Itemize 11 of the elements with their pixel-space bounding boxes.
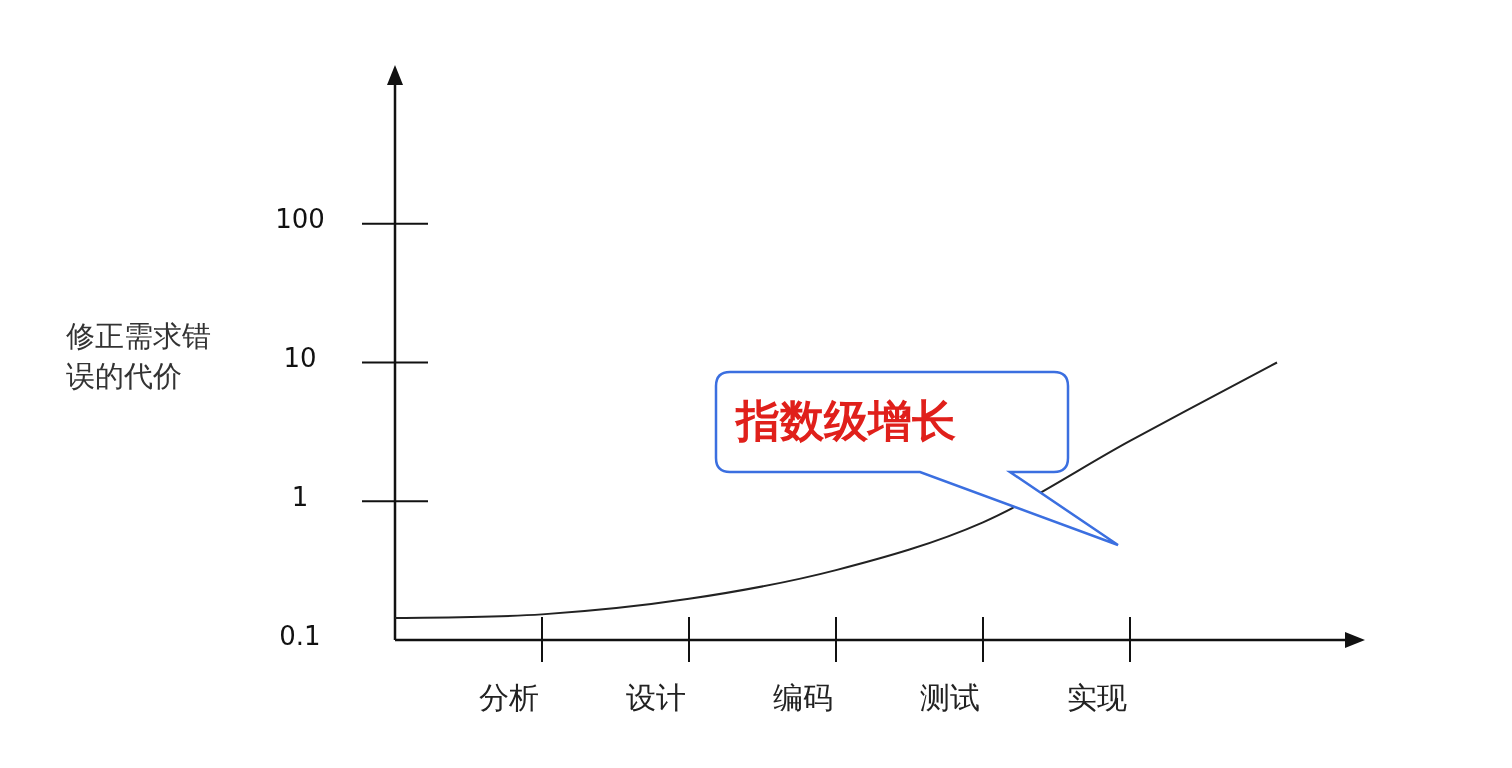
annotation: 指数级增长 xyxy=(734,395,956,446)
y-tick-label: 100 xyxy=(275,204,325,235)
x-tick-label: 编码 xyxy=(773,680,833,715)
x-tick-label: 分析 xyxy=(479,680,539,715)
y-axis-title: 修正需求错误的代价 xyxy=(66,319,211,393)
y-tick-label: 1 xyxy=(291,481,309,512)
x-tick-label: 实现 xyxy=(1067,680,1127,715)
y-tick-label: 0.1 xyxy=(279,620,321,651)
x-tick-label: 设计 xyxy=(626,680,686,715)
y-tick-label: 10 xyxy=(283,343,317,373)
x-tick-label: 测试 xyxy=(920,680,980,715)
